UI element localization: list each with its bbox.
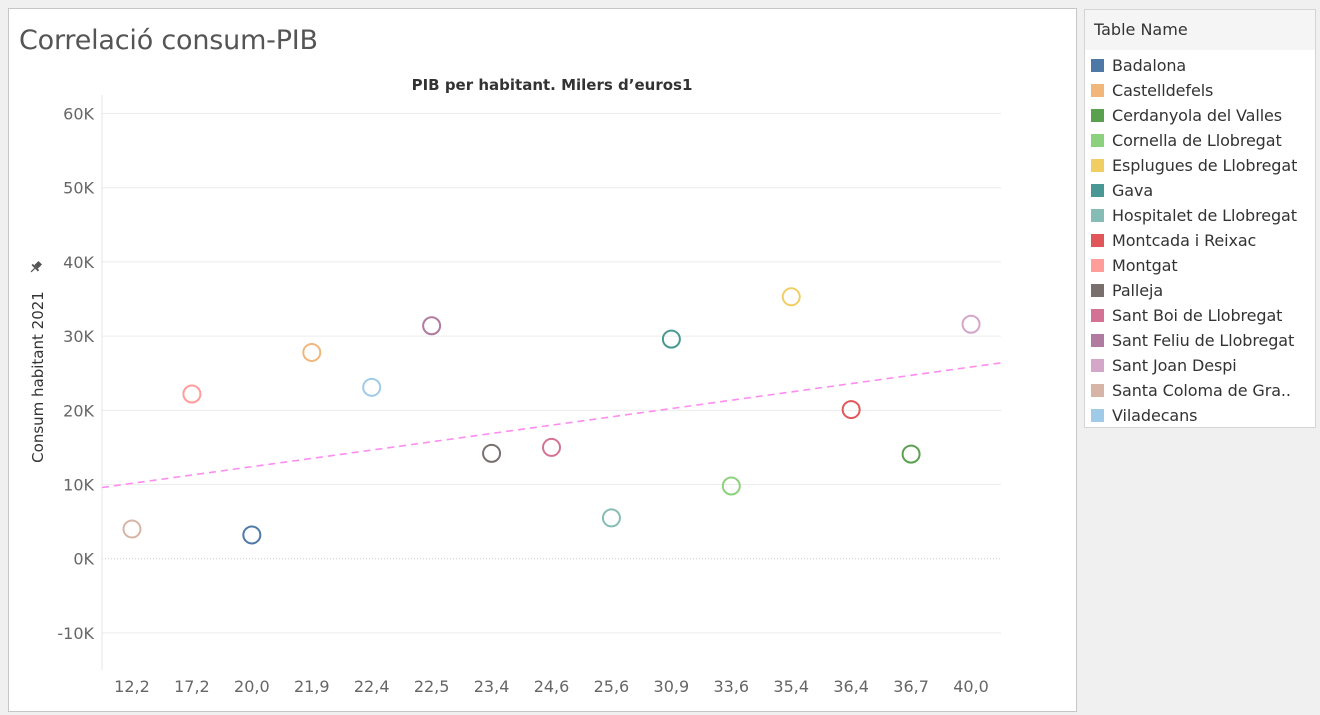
data-point[interactable] bbox=[661, 329, 681, 349]
x-tick-label: 23,4 bbox=[474, 677, 510, 696]
data-point[interactable] bbox=[182, 384, 202, 404]
data-point[interactable] bbox=[242, 525, 262, 545]
legend-swatch bbox=[1091, 184, 1104, 197]
chart-title: PIB per habitant. Milers d’euros1 bbox=[412, 76, 693, 94]
data-point[interactable] bbox=[781, 287, 801, 307]
legend-label: Sant Joan Despi bbox=[1112, 356, 1237, 375]
y-axis-label: Consum habitant 2021 bbox=[29, 291, 47, 463]
x-tick-label: 35,4 bbox=[773, 677, 809, 696]
data-point[interactable] bbox=[721, 476, 741, 496]
legend-swatch bbox=[1091, 309, 1104, 322]
legend-item[interactable]: Esplugues de Llobregat bbox=[1085, 153, 1315, 178]
legend-label: Montgat bbox=[1112, 256, 1178, 275]
y-tick-label: 50K bbox=[63, 179, 94, 198]
x-tick-label: 40,0 bbox=[953, 677, 989, 696]
data-point[interactable] bbox=[122, 519, 142, 539]
legend-label: Viladecans bbox=[1112, 406, 1198, 425]
legend-swatch bbox=[1091, 409, 1104, 422]
data-point[interactable] bbox=[601, 508, 621, 528]
x-tick-label: 36,4 bbox=[833, 677, 869, 696]
data-point[interactable] bbox=[841, 400, 861, 420]
legend-item[interactable]: Montgat bbox=[1085, 253, 1315, 278]
data-point[interactable] bbox=[422, 316, 442, 336]
legend-item[interactable]: Gava bbox=[1085, 178, 1315, 203]
legend-item[interactable]: Santa Coloma de Gra.. bbox=[1085, 378, 1315, 403]
legend-swatch bbox=[1091, 284, 1104, 297]
y-tick-label: 30K bbox=[63, 327, 94, 346]
x-tick-label: 30,9 bbox=[654, 677, 690, 696]
y-tick-label: -10K bbox=[57, 624, 94, 643]
legend-label: Gava bbox=[1112, 181, 1154, 200]
legend-swatch bbox=[1091, 209, 1104, 222]
legend-swatch bbox=[1091, 384, 1104, 397]
legend-label: Esplugues de Llobregat bbox=[1112, 156, 1298, 175]
legend-title: Table Name bbox=[1085, 10, 1315, 50]
data-point[interactable] bbox=[542, 437, 561, 457]
legend-label: Castelldefels bbox=[1112, 81, 1214, 100]
legend-label: Cerdanyola del Valles bbox=[1112, 106, 1283, 125]
legend-swatch bbox=[1091, 359, 1104, 372]
legend-label: Palleja bbox=[1112, 281, 1164, 300]
legend-item[interactable]: Viladecans bbox=[1085, 403, 1315, 428]
legend-item[interactable]: Montcada i Reixac bbox=[1085, 228, 1315, 253]
sheet-title: Correlació consum-PIB bbox=[19, 25, 318, 56]
legend-item[interactable]: Sant Boi de Llobregat bbox=[1085, 303, 1315, 328]
legend-swatch bbox=[1091, 334, 1104, 347]
x-tick-label: 33,6 bbox=[713, 677, 749, 696]
legend-item[interactable]: Hospitalet de Llobregat bbox=[1085, 203, 1315, 228]
legend-item[interactable]: Badalona bbox=[1085, 53, 1315, 78]
legend-label: Santa Coloma de Gra.. bbox=[1112, 381, 1291, 400]
legend-item[interactable]: Cornella de Llobregat bbox=[1085, 128, 1315, 153]
y-tick-label: 10K bbox=[63, 476, 94, 495]
y-tick-label: 60K bbox=[63, 105, 94, 124]
trend-line[interactable] bbox=[101, 362, 1002, 489]
legend-item[interactable]: Castelldefels bbox=[1085, 78, 1315, 103]
x-tick-label: 36,7 bbox=[893, 677, 929, 696]
data-point[interactable] bbox=[961, 314, 981, 334]
legend-swatch bbox=[1091, 234, 1104, 247]
data-point[interactable] bbox=[482, 443, 502, 463]
x-tick-label: 25,6 bbox=[594, 677, 630, 696]
legend-items: Badalona Castelldefels Cerdanyola del Vall… bbox=[1085, 50, 1315, 428]
legend-label: Sant Boi de Llobregat bbox=[1112, 306, 1283, 325]
legend-item[interactable]: Palleja bbox=[1085, 278, 1315, 303]
legend-swatch bbox=[1091, 109, 1104, 122]
legend-label: Montcada i Reixac bbox=[1112, 231, 1257, 250]
legend: Table Name Badalona Castelldefels Cerdanyo… bbox=[1084, 9, 1316, 428]
legend-swatch bbox=[1091, 259, 1104, 272]
x-tick-label: 22,5 bbox=[414, 677, 450, 696]
y-tick-label: 40K bbox=[63, 253, 94, 272]
legend-swatch bbox=[1091, 159, 1104, 172]
legend-label: Cornella de Llobregat bbox=[1112, 131, 1282, 150]
pin-icon[interactable] bbox=[28, 260, 44, 276]
worksheet: Correlació consum-PIB -10K 0K 10K 20K 30K 40K… bbox=[8, 8, 1077, 712]
legend-swatch bbox=[1091, 134, 1104, 147]
data-point[interactable] bbox=[362, 377, 382, 397]
x-tick-label: 22,4 bbox=[354, 677, 390, 696]
legend-item[interactable]: Sant Joan Despi bbox=[1085, 353, 1315, 378]
legend-item[interactable]: Cerdanyola del Valles bbox=[1085, 103, 1315, 128]
scatter-chart: -10K 0K 10K 20K 30K 40K 50K 60K 12,2 17,2 20,0 21,9… bbox=[28, 76, 1002, 696]
y-tick-label: 0K bbox=[73, 550, 94, 569]
legend-item[interactable]: Sant Feliu de Llobregat bbox=[1085, 328, 1315, 353]
legend-swatch bbox=[1091, 84, 1104, 97]
x-tick-label: 21,9 bbox=[294, 677, 330, 696]
data-point[interactable] bbox=[302, 342, 322, 362]
legend-label: Hospitalet de Llobregat bbox=[1112, 206, 1297, 225]
x-tick-label: 17,2 bbox=[174, 677, 210, 696]
y-tick-label: 20K bbox=[63, 401, 94, 420]
x-tick-label: 20,0 bbox=[234, 677, 270, 696]
legend-swatch bbox=[1091, 59, 1104, 72]
data-point[interactable] bbox=[901, 444, 921, 464]
x-tick-label: 24,6 bbox=[534, 677, 570, 696]
x-tick-label: 12,2 bbox=[114, 677, 150, 696]
legend-label: Badalona bbox=[1112, 56, 1187, 75]
legend-label: Sant Feliu de Llobregat bbox=[1112, 331, 1295, 350]
